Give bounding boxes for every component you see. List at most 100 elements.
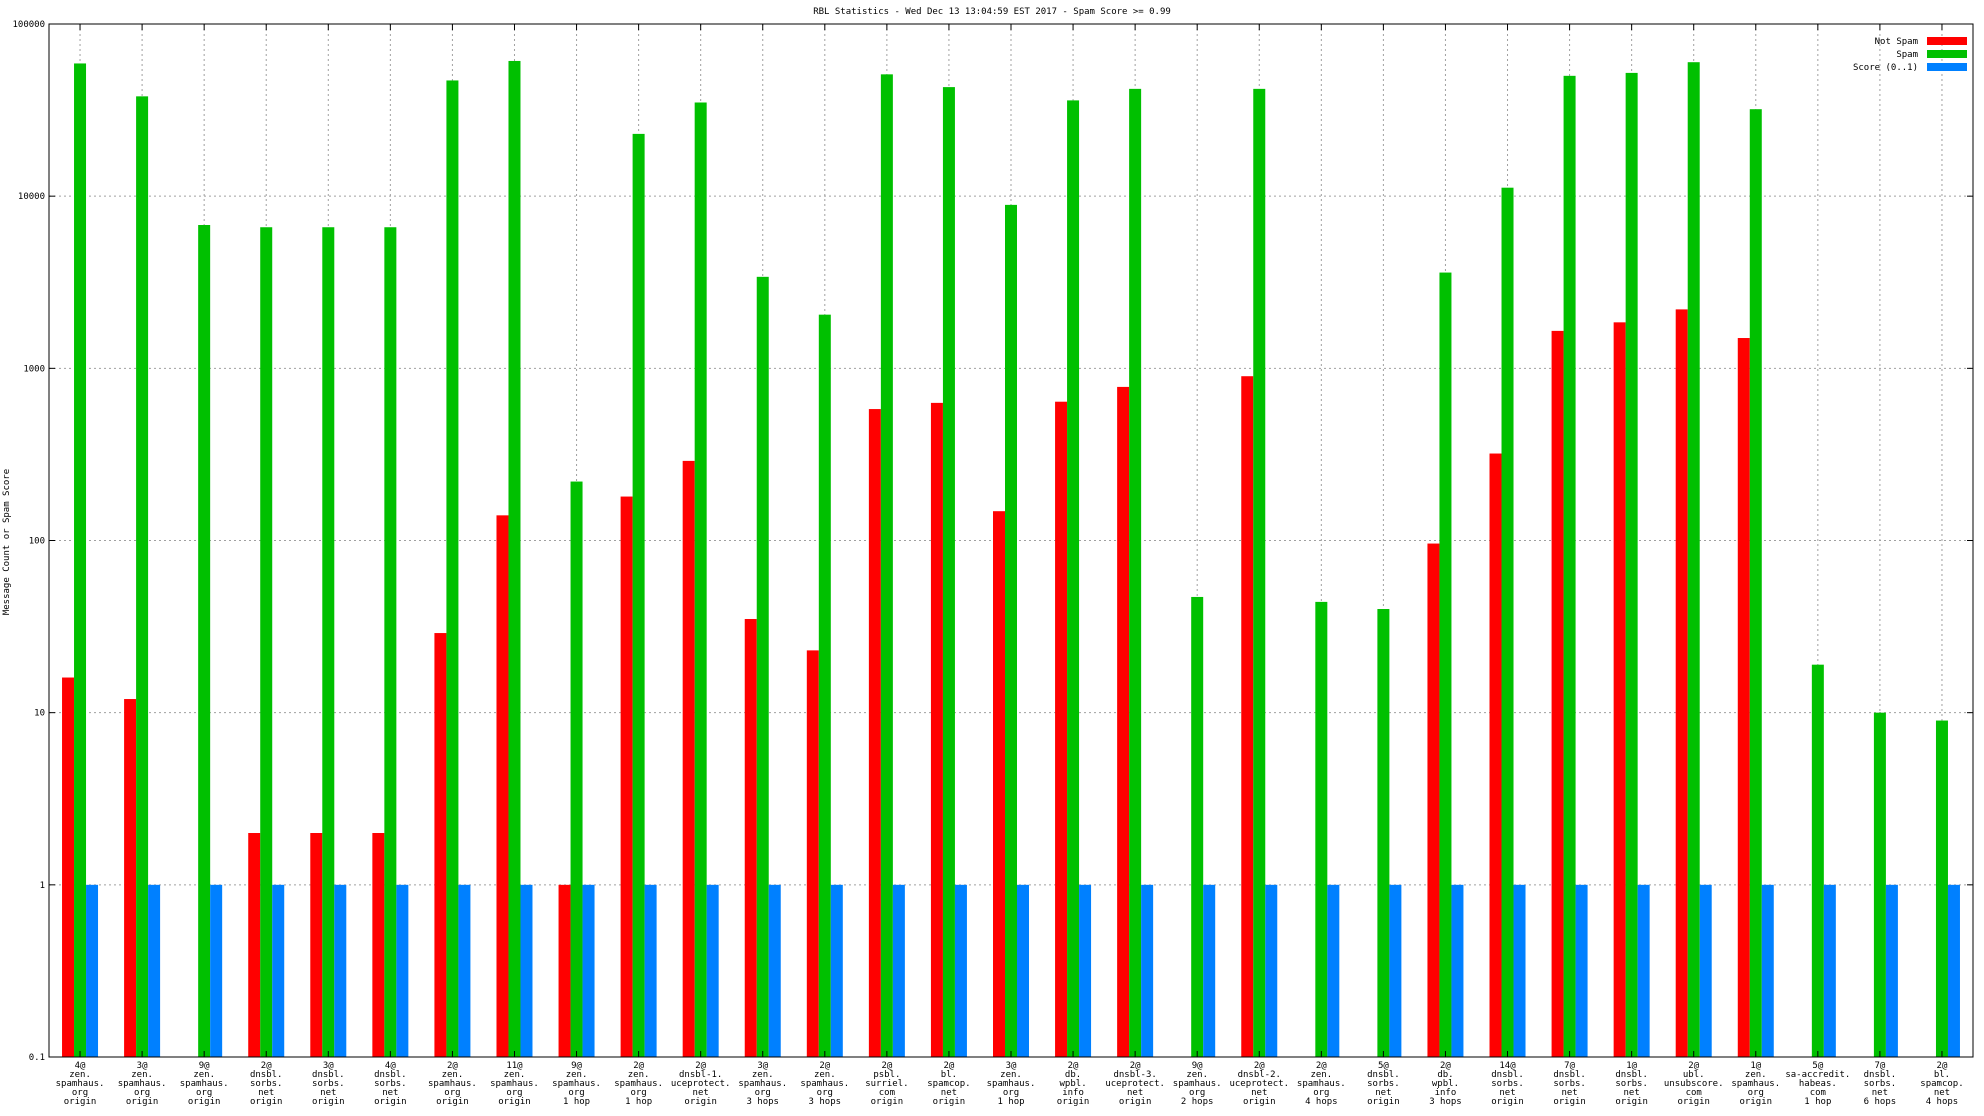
x-tick-label-line: 2@ xyxy=(1254,1061,1265,1071)
x-tick-label-line: spamhaus. xyxy=(118,1079,167,1089)
x-tick-label: 2@ bl. spamcop. net origin xyxy=(927,1061,970,1107)
bar-spam xyxy=(384,227,397,1058)
x-tick-label-line: org xyxy=(1313,1088,1329,1098)
x-tick-label-line: 4 hops xyxy=(1305,1097,1338,1107)
x-tick-label-line: net xyxy=(1934,1088,1950,1098)
bar-not-spam xyxy=(1551,330,1564,1057)
x-tick-label-line: spamcop. xyxy=(1920,1079,1963,1089)
bar-spam xyxy=(1563,75,1576,1057)
bar-spam xyxy=(1873,712,1886,1057)
bar-score-0-1 xyxy=(830,884,843,1057)
x-tick-label-line: zen. xyxy=(628,1070,650,1080)
x-tick-label-line: origin xyxy=(1057,1097,1090,1107)
x-tick-label-line: origin xyxy=(250,1097,283,1107)
x-tick-label-line: dnsbl. xyxy=(1615,1070,1648,1080)
x-tick-label-line: db. xyxy=(1437,1070,1453,1080)
x-tick-label-line: com xyxy=(879,1088,895,1098)
x-tick-label-line: org xyxy=(1189,1088,1205,1098)
x-tick-label-line: info xyxy=(1435,1088,1457,1098)
bar-spam xyxy=(260,227,273,1058)
x-tick-label-line: net xyxy=(1872,1088,1888,1098)
bar-score-0-1 xyxy=(1823,884,1836,1057)
x-tick-label-line: dnsbl. xyxy=(1553,1070,1586,1080)
x-tick-label: 3@ zen. spamhaus. org 1 hop xyxy=(987,1061,1036,1107)
x-tick-label-line: db. xyxy=(1065,1070,1081,1080)
x-tick-label: 9@ zen. spamhaus. org 2 hops xyxy=(1173,1061,1222,1107)
bar-not-spam xyxy=(310,833,323,1057)
x-tick-label-line: origin xyxy=(312,1097,345,1107)
y-tick-label: 10000 xyxy=(18,192,45,202)
x-tick-label-line: spamhaus. xyxy=(614,1079,663,1089)
x-tick-label-line: net xyxy=(320,1088,336,1098)
x-tick-label-line: 1 hop xyxy=(625,1097,652,1107)
bar-spam xyxy=(1439,272,1452,1057)
bar-score-0-1 xyxy=(458,884,471,1057)
x-tick-label-line: origin xyxy=(436,1097,469,1107)
bar-score-0-1 xyxy=(1947,884,1960,1057)
x-tick-label-line: dnsbl. xyxy=(1491,1070,1524,1080)
x-tick-label-line: origin xyxy=(126,1097,159,1107)
x-tick-label-line: info xyxy=(1062,1088,1084,1098)
x-tick-label-line: net xyxy=(382,1088,398,1098)
bar-spam xyxy=(694,102,707,1058)
x-tick-label-line: sorbs. xyxy=(1864,1079,1897,1089)
x-tick-label-line: origin xyxy=(871,1097,904,1107)
bar-score-0-1 xyxy=(1327,884,1340,1057)
bar-spam xyxy=(446,80,459,1058)
x-tick-label-line: 9@ xyxy=(199,1061,210,1071)
x-tick-label: 3@ dnsbl. sorbs. net origin xyxy=(312,1061,345,1107)
bar-spam xyxy=(942,87,955,1058)
bar-spam xyxy=(1005,204,1017,1058)
y-axis-ticks: 0.1 1 10 100 1000 10000 100000 xyxy=(12,20,1973,1063)
bar-score-0-1 xyxy=(86,884,99,1057)
x-tick-label: 14@ dnsbl. sorbs. net origin xyxy=(1491,1061,1524,1107)
bar-spam xyxy=(136,96,149,1057)
x-tick-label-line: sorbs. xyxy=(250,1079,283,1089)
chart-title: RBL Statistics - Wed Dec 13 13:04:59 EST… xyxy=(813,7,1171,17)
x-tick-label-line: dnsbl-2. xyxy=(1238,1070,1281,1080)
bar-spam xyxy=(570,481,583,1057)
bar-spam xyxy=(1935,720,1948,1057)
bar-spam xyxy=(1749,109,1762,1058)
x-tick-label-line: dnsbl. xyxy=(250,1070,283,1080)
x-tick-label-line: org xyxy=(506,1088,522,1098)
x-tick-label-line: wpbl. xyxy=(1060,1079,1087,1089)
x-tick-label-line: 3 hops xyxy=(746,1097,779,1107)
x-tick-label: 1@ zen. spamhaus. org origin xyxy=(1731,1061,1780,1107)
x-tick-label-line: org xyxy=(196,1088,212,1098)
x-tick-label-line: origin xyxy=(1491,1097,1524,1107)
x-tick-label: 2@ zen. spamhaus. org 1 hop xyxy=(614,1061,663,1107)
x-tick-label-line: net xyxy=(1127,1088,1143,1098)
x-tick-label-line: org xyxy=(630,1088,646,1098)
x-tick-label-line: org xyxy=(755,1088,771,1098)
x-tick-label: 2@ dnsbl-2. uceprotect. net origin xyxy=(1229,1061,1289,1107)
x-tick-label-line: spamhaus. xyxy=(987,1079,1036,1089)
x-tick-label-line: 2@ xyxy=(819,1061,830,1071)
bar-spam xyxy=(198,225,211,1057)
x-tick-label-line: sorbs. xyxy=(1367,1079,1400,1089)
x-tick-label-line: zen. xyxy=(1745,1070,1767,1080)
bar-score-0-1 xyxy=(582,884,595,1057)
x-tick-label: 9@ zen. spamhaus. org origin xyxy=(180,1061,229,1107)
bar-score-0-1 xyxy=(1265,884,1278,1057)
x-tick-label-line: spamhaus. xyxy=(56,1079,105,1089)
x-tick-label-line: zen. xyxy=(1310,1070,1332,1080)
x-tick-label-line: origin xyxy=(374,1097,407,1107)
x-tick-label-line: zen. xyxy=(504,1070,526,1080)
bar-not-spam xyxy=(1427,543,1440,1057)
x-tick-label-line: 1@ xyxy=(1750,1061,1761,1071)
bar-spam xyxy=(756,276,769,1057)
x-tick-label-line: origin xyxy=(64,1097,97,1107)
bar-score-0-1 xyxy=(1141,884,1154,1057)
y-tick-label: 100000 xyxy=(12,20,45,30)
x-tick-label-line: surriel. xyxy=(865,1079,908,1089)
x-tick-label-line: dnsbl. xyxy=(1864,1070,1897,1080)
x-tick-label-line: origin xyxy=(1740,1097,1773,1107)
x-tick-label: 2@ ubl. unsubscore. com origin xyxy=(1664,1061,1724,1107)
x-tick-label-line: dnsbl. xyxy=(312,1070,345,1080)
x-tick-label-line: org xyxy=(1003,1088,1019,1098)
bar-score-0-1 xyxy=(1203,884,1216,1057)
x-tick-label-line: 3@ xyxy=(757,1061,768,1071)
bar-score-0-1 xyxy=(954,884,967,1057)
x-tick-label-line: origin xyxy=(1615,1097,1648,1107)
